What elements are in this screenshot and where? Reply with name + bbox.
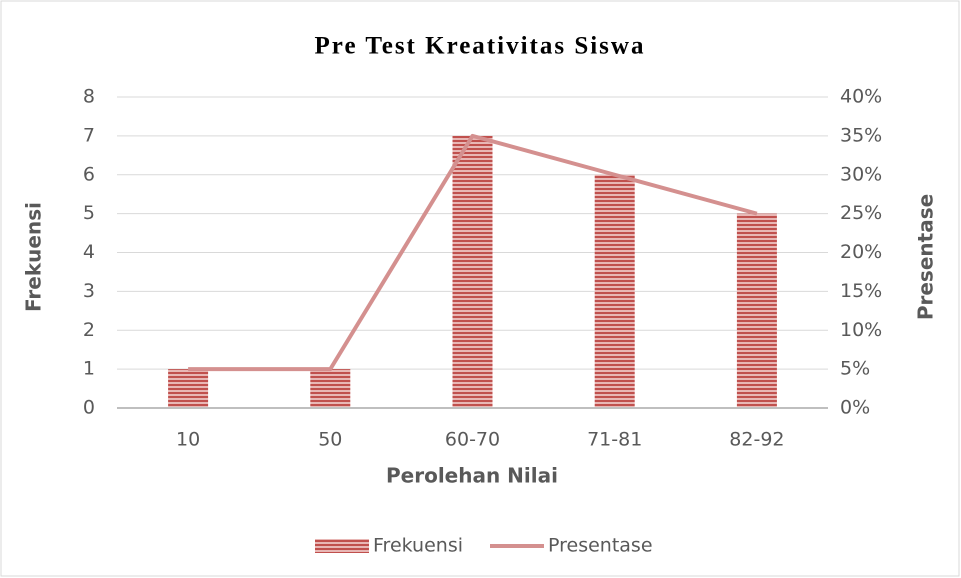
x-axis-label: Perolehan Nilai <box>386 464 558 488</box>
x-tick-label: 60-70 <box>445 429 500 451</box>
y2-axis-label: Presentase <box>914 194 938 320</box>
line <box>188 133 758 372</box>
y-tick-label: 8 <box>83 86 95 108</box>
legend-label: Presentase <box>548 535 653 557</box>
y2-tick-label: 0% <box>840 397 870 419</box>
y-axis-label: Frekuensi <box>22 202 46 312</box>
y-tick-label: 4 <box>83 241 95 263</box>
y-tick-label: 0 <box>83 397 95 419</box>
y2-tick-label: 10% <box>840 319 882 341</box>
bar <box>594 174 635 408</box>
y-tick-label: 7 <box>83 124 95 146</box>
y2-tick-label: 35% <box>840 124 882 146</box>
y2-tick-label: 30% <box>840 163 882 185</box>
y2-tick-label: 5% <box>840 358 870 380</box>
y-tick-label: 5 <box>83 202 95 224</box>
bar <box>736 213 777 408</box>
y2-tick-label: 40% <box>840 86 882 108</box>
bar <box>310 369 351 408</box>
y2-tick-label: 20% <box>840 241 882 263</box>
x-tick-label: 10 <box>176 429 200 451</box>
legend-label: Frekuensi <box>373 535 463 557</box>
bar <box>168 369 209 408</box>
x-tick-label: 71-81 <box>587 429 642 451</box>
y-tick-label: 6 <box>83 163 95 185</box>
y2-tick-label: 15% <box>840 280 882 302</box>
y-tick-label: 2 <box>83 319 95 341</box>
legend-swatch <box>315 539 369 553</box>
x-tick-label: 82-92 <box>729 429 784 451</box>
y-tick-label: 3 <box>83 280 95 302</box>
x-tick-label: 50 <box>318 429 342 451</box>
bar <box>452 135 493 408</box>
y-tick-label: 1 <box>83 358 95 380</box>
y2-tick-label: 25% <box>840 202 882 224</box>
chart-title: Pre Test Kreativitas Siswa <box>315 33 646 60</box>
